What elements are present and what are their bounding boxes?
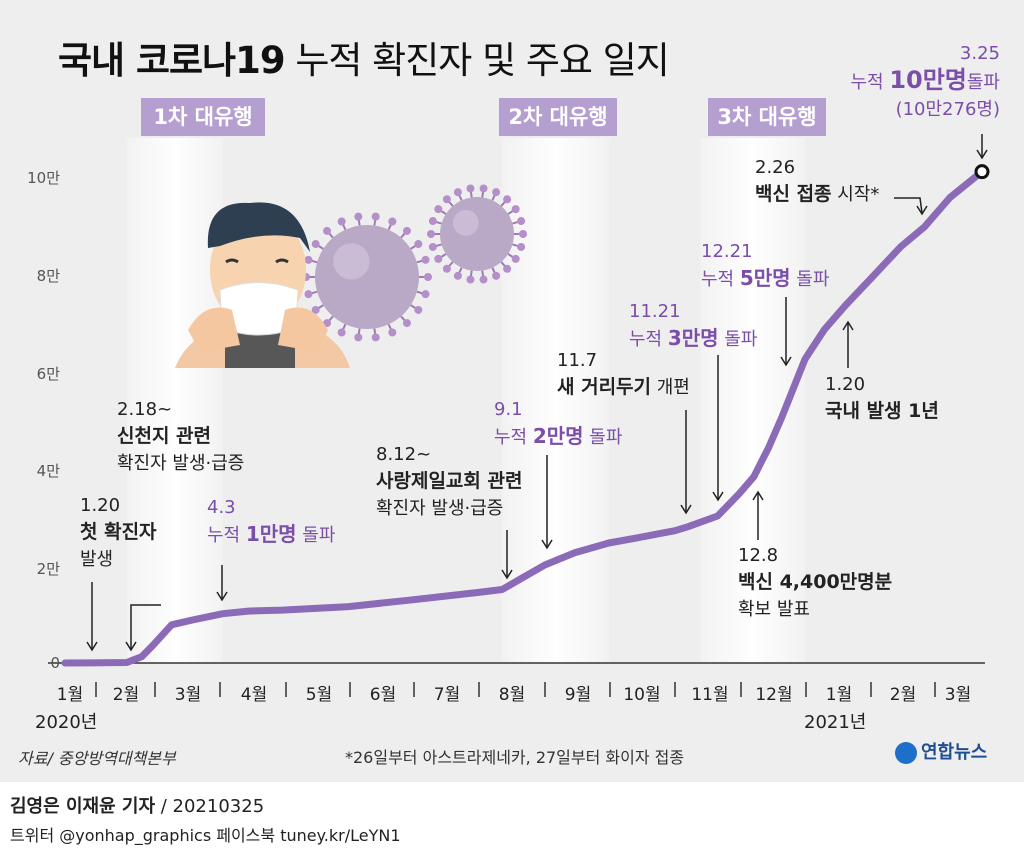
wave-label-2: 2차 대유행 [499,98,617,136]
y-tick-label: 2만 [36,560,60,578]
y-tick-label: 0 [50,654,60,672]
arrowhead [501,569,513,580]
annotation-one-year: 1.20 국내 발생 1년 [825,374,939,422]
x-tick-label: 1월 [56,685,84,705]
year-label-2021: 2021년 [804,712,867,733]
x-tick-label: 2월 [889,685,917,705]
arrowhead [680,504,692,515]
y-tick-label: 10만 [27,169,60,187]
social-links[interactable]: 트위터 @yonhap_graphics 페이스북 tuney.kr/LeYN1 [10,826,401,845]
footnote: *26일부터 아스트라제네카, 27일부터 화이자 접종 [345,748,685,767]
credit-line: 김영은 이재윤 기자 / 20210325 [10,796,265,817]
annotation-20k: 9.1 누적 2만명 돌파 [494,399,623,448]
x-tick-label: 4월 [240,685,268,705]
globe-icon [895,742,917,764]
cumulative-cases-line [61,168,986,667]
arrowhead [216,591,228,602]
masked-person-illustration [175,202,350,368]
annotation-vaccination-start: 2.26 백신 접종 시작* [755,157,880,205]
annotation-arrow [130,604,161,650]
arrowhead [976,149,988,160]
x-tick-label: 1월 [825,685,853,705]
wave-label-3: 3차 대유행 [708,98,826,136]
wave-label-1: 1차 대유행 [141,98,265,136]
y-tick-label: 6만 [36,365,60,383]
annotation-vaccine-secured: 12.8 백신 4,400만명분 확보 발표 [738,545,893,620]
annotation-first-case: 1.20 첫 확진자 발생 [80,495,157,570]
arrowhead [541,539,553,550]
x-tick-label: 2월 [112,685,140,705]
annotation-100k: 3.25 누적 10만명돌파 (10만276명) [850,43,1000,120]
year-label-2020: 2020년 [35,712,98,733]
wave-band [126,138,223,663]
annotation-10k: 4.3 누적 1만명 돌파 [207,497,336,546]
annotation-50k: 12.21 누적 5만명 돌파 [701,241,830,290]
yonhap-logo: 연합뉴스 [895,738,987,764]
virus-illustration [427,184,527,284]
x-tick-label: 12월 [755,685,793,705]
arrowhead [780,356,792,367]
x-tick-label: 6월 [369,685,397,705]
virus-illustration [302,212,432,342]
arrowhead [842,320,854,331]
annotation-sarang-church: 8.12~ 사랑제일교회 관련 확진자 발생·급증 [376,444,523,519]
y-tick-label: 4만 [36,462,60,480]
x-tick-label: 3월 [944,685,972,705]
annotation-arrow [894,197,923,214]
chart-canvas [48,134,990,697]
x-tick-label: 8월 [498,685,526,705]
annotation-distancing: 11.7 새 거리두기 개편 [557,350,690,398]
chart-title: 국내 코로나19 누적 확진자 및 주요 일지 [58,39,670,82]
arrowhead [125,641,137,652]
x-tick-label: 9월 [564,685,592,705]
arrowhead [916,205,928,216]
annotation-30k: 11.21 누적 3만명 돌파 [629,301,758,350]
arrowhead [86,641,98,652]
arrowhead [712,491,724,502]
annotation-shincheonji: 2.18~ 신천지 관련 확진자 발생·급증 [117,399,245,474]
source-note: 자료/ 중앙방역대책본부 [18,749,176,768]
x-tick-label: 10월 [623,685,661,705]
x-tick-label: 7월 [433,685,461,705]
x-tick-label: 5월 [305,685,333,705]
endpoint-marker [974,164,990,180]
x-tick-label: 11월 [691,685,729,705]
y-tick-label: 8만 [36,267,60,285]
arrowhead [752,490,764,501]
x-tick-label: 3월 [174,685,202,705]
